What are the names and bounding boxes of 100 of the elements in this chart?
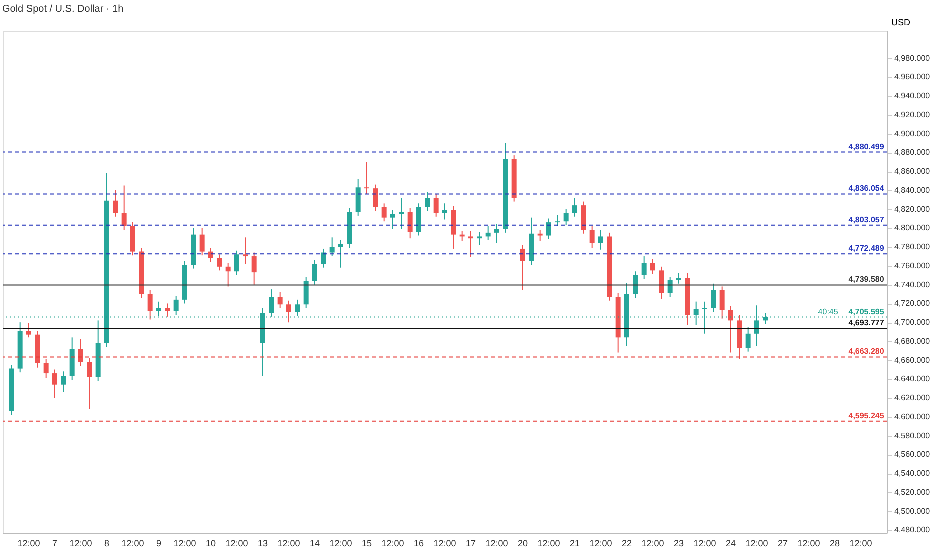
x-tick-label: 10 bbox=[206, 538, 216, 548]
candlestick bbox=[382, 203, 387, 222]
candlestick bbox=[728, 306, 734, 354]
ref-line-label: 4,880.499 bbox=[848, 142, 885, 152]
candlestick bbox=[408, 208, 413, 240]
candlestick bbox=[486, 226, 491, 241]
y-tick-label: 4,860.000 bbox=[894, 167, 931, 176]
candlestick bbox=[26, 323, 32, 338]
y-tick-label: 4,700.000 bbox=[894, 318, 931, 328]
candlestick bbox=[217, 254, 222, 272]
y-tick-label: 4,780.000 bbox=[894, 242, 931, 252]
candlestick bbox=[44, 358, 49, 379]
candlestick bbox=[148, 290, 153, 320]
candlestick bbox=[278, 292, 283, 309]
x-tick-label: 28 bbox=[830, 538, 840, 548]
candlestick bbox=[373, 184, 378, 212]
candlestick bbox=[659, 266, 664, 300]
x-tick-label: 12:00 bbox=[278, 538, 300, 548]
y-tick-label: 4,880.000 bbox=[894, 148, 931, 158]
candlestick bbox=[200, 228, 205, 256]
candlestick bbox=[156, 301, 162, 316]
y-tick-label: 4,520.000 bbox=[894, 488, 931, 497]
y-tick-label: 4,820.000 bbox=[894, 204, 931, 214]
y-tick-label: 4,560.000 bbox=[894, 450, 931, 460]
ref-line-label: 4,663.280 bbox=[848, 347, 885, 356]
candlestick bbox=[234, 250, 240, 276]
x-tick-label: 12:00 bbox=[486, 538, 508, 548]
x-tick-label: 12:00 bbox=[746, 538, 768, 548]
candlestick bbox=[746, 326, 751, 352]
ref-line-label: 4,803.057 bbox=[848, 215, 885, 224]
x-tick-label: 12:00 bbox=[226, 538, 248, 548]
y-tick-label: 4,900.000 bbox=[894, 129, 931, 138]
candlestick bbox=[494, 224, 500, 244]
y-tick-label: 4,580.000 bbox=[894, 431, 931, 440]
ref-line-label: 4,772.489 bbox=[848, 244, 885, 254]
candlestick bbox=[87, 358, 92, 410]
candlestick bbox=[590, 226, 595, 249]
x-tick-label: 21 bbox=[570, 538, 580, 548]
candlestick bbox=[113, 190, 118, 218]
candlestick bbox=[78, 339, 84, 366]
chart-title: Gold Spot / U.S. Dollar · 1h bbox=[2, 4, 124, 15]
y-tick-label: 4,720.000 bbox=[894, 299, 931, 308]
candlestick bbox=[564, 208, 569, 226]
candlestick bbox=[538, 230, 543, 242]
x-tick-label: 14 bbox=[310, 538, 320, 548]
x-tick-label: 12:00 bbox=[122, 538, 144, 548]
x-tick-label: 12:00 bbox=[538, 538, 560, 548]
candlestick bbox=[702, 301, 708, 334]
candlestick bbox=[642, 256, 647, 280]
candlestick bbox=[668, 276, 673, 298]
x-tick-label: 7 bbox=[52, 538, 58, 548]
y-tick-label: 4,620.000 bbox=[894, 394, 931, 403]
candlestick bbox=[694, 301, 699, 326]
candlestick bbox=[252, 252, 257, 286]
x-tick-label: 12:00 bbox=[850, 538, 872, 548]
x-tick-label: 12:00 bbox=[642, 538, 664, 548]
y-axis-title: USD bbox=[892, 18, 911, 28]
candlestick bbox=[572, 198, 578, 218]
candlestick bbox=[165, 303, 170, 318]
candlestick bbox=[243, 237, 248, 265]
y-tick-label: 4,600.000 bbox=[894, 412, 931, 422]
ref-line-label: 4,705.595 bbox=[848, 307, 885, 316]
y-tick-label: 4,940.000 bbox=[894, 92, 931, 101]
candlestick bbox=[61, 371, 66, 393]
y-tick-label: 4,640.000 bbox=[894, 374, 931, 384]
candlestick bbox=[304, 276, 309, 309]
y-tick-label: 4,840.000 bbox=[894, 186, 931, 195]
x-tick-label: 12:00 bbox=[18, 538, 40, 548]
candlestick bbox=[295, 299, 300, 316]
candlestick bbox=[711, 283, 716, 313]
x-tick-label: 17 bbox=[466, 538, 476, 548]
x-tick-label: 12:00 bbox=[434, 538, 456, 548]
ref-line-label: 4,595.245 bbox=[848, 411, 885, 420]
x-tick-label: 20 bbox=[518, 538, 528, 548]
candlestick bbox=[399, 198, 404, 230]
x-tick-label: 16 bbox=[414, 538, 424, 548]
y-tick-label: 4,960.000 bbox=[894, 72, 931, 82]
x-tick-label: 15 bbox=[362, 538, 372, 548]
candlestick bbox=[312, 260, 318, 286]
ref-line-label: 4,739.580 bbox=[848, 275, 885, 284]
x-tick-label: 12:00 bbox=[330, 538, 352, 548]
x-tick-label: 12:00 bbox=[382, 538, 404, 548]
candlestick bbox=[477, 231, 482, 246]
x-tick-label: 24 bbox=[726, 538, 736, 548]
x-tick-label: 13 bbox=[258, 538, 268, 548]
candlestick bbox=[598, 230, 604, 250]
candlestick bbox=[555, 214, 560, 227]
candlestick bbox=[122, 185, 127, 231]
candlestick bbox=[468, 230, 474, 258]
x-tick-label: 12:00 bbox=[694, 538, 716, 548]
annotation: 40:45 bbox=[818, 307, 839, 316]
candlestick bbox=[650, 258, 656, 275]
candlestick bbox=[174, 296, 179, 316]
candlestick bbox=[425, 192, 430, 212]
candlestick bbox=[208, 248, 214, 263]
x-tick-label: 12:00 bbox=[590, 538, 612, 548]
y-tick-label: 4,980.000 bbox=[894, 54, 931, 63]
candlestick bbox=[720, 286, 725, 320]
candlestick bbox=[434, 194, 439, 218]
x-tick-label: 9 bbox=[156, 538, 162, 548]
